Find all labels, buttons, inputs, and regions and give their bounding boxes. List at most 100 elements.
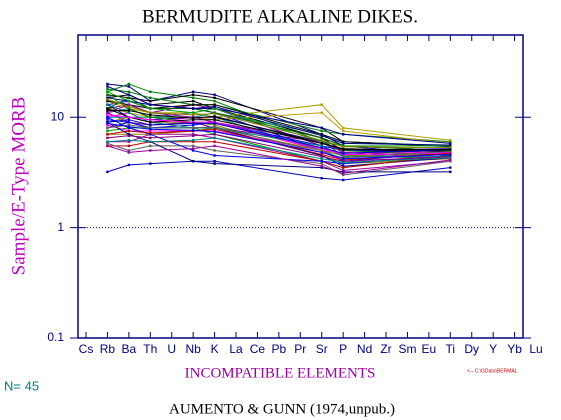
data-point [191,129,195,132]
data-point [149,111,152,114]
data-point [341,159,345,163]
y-tick-label: 10 [51,109,65,123]
data-point [106,98,109,101]
data-point [449,142,452,145]
data-point [149,118,152,121]
data-point [191,140,195,143]
series-line [107,110,451,150]
data-point [213,144,216,148]
x-tick-label: Sm [398,342,416,356]
x-tick-label: Cs [79,342,94,356]
data-point [449,146,452,149]
x-tick-label: K [211,342,219,356]
data-point [149,96,152,100]
data-point [149,123,152,127]
data-point [213,118,216,121]
x-tick-label: Th [143,342,157,356]
plot-frame [77,34,524,339]
data-point [191,138,195,142]
data-point [149,127,152,131]
data-point [320,140,323,143]
data-point [106,170,109,174]
data-point [191,134,195,137]
series-line [107,94,451,147]
data-point [127,123,131,127]
data-point [106,109,109,112]
data-point [341,126,345,130]
series-line [107,97,451,144]
x-tick-label: Pb [272,342,287,356]
data-point [191,117,195,120]
data-point [191,93,195,96]
series-line [107,116,451,165]
data-point [106,111,109,114]
data-point [149,103,152,106]
data-point [341,133,345,136]
data-point [320,151,323,154]
series-line [107,83,451,156]
data-point [106,142,109,145]
x-tick-label: La [229,342,243,356]
data-point [106,122,109,125]
data-point [341,148,345,151]
series-line [107,142,451,176]
x-tick-label: Eu [422,342,437,356]
data-point [191,103,195,106]
data-point [127,151,131,154]
data-point [149,136,152,140]
data-point [127,125,131,128]
data-point [213,159,216,163]
data-point [149,121,152,124]
data-point [191,147,195,150]
data-point [106,87,109,91]
x-tick-label: Nb [185,342,201,356]
data-point [106,116,109,119]
data-point [449,140,452,143]
data-point [149,116,152,119]
data-point [320,146,323,149]
data-point [320,177,323,180]
data-point [106,85,109,88]
data-point [127,121,131,124]
data-point [106,113,109,117]
series-line [107,108,451,144]
x-tick-label: Nd [357,342,372,356]
data-point [191,113,195,117]
file-note: <-- C:\GData\BERMAL [467,368,518,374]
series-line [107,104,451,158]
count-label: N= 45 [4,378,39,393]
data-point [127,144,131,148]
data-point [213,115,216,118]
data-point [127,138,131,142]
data-point [149,133,152,136]
data-point [449,148,452,151]
x-axis-label: INCOMPATIBLE ELEMENTS [185,365,376,381]
data-point [341,129,345,133]
data-point [127,116,131,119]
data-point [191,144,195,148]
data-point [191,126,195,130]
data-point [127,96,131,100]
series-line [107,128,451,161]
data-point [449,156,452,159]
x-tick-label: Zr [380,342,391,356]
y-tick-label: 1 [57,220,64,234]
data-point [149,162,152,165]
data-point [213,123,216,127]
data-point [213,107,216,110]
data-point [341,145,345,148]
data-point [149,99,152,103]
data-point [106,123,109,127]
x-tick-label: Ce [250,342,266,356]
data-point [106,90,109,94]
data-point [127,85,131,88]
data-point [149,107,152,110]
data-point [449,170,452,174]
data-point [191,118,195,121]
data-point [320,144,323,148]
source-note: AUMENTO & GUNN (1974,unpub.) [169,401,395,417]
chart-title: BERMUDITE ALKALINE DIKES. [142,6,418,27]
data-point [149,90,152,94]
